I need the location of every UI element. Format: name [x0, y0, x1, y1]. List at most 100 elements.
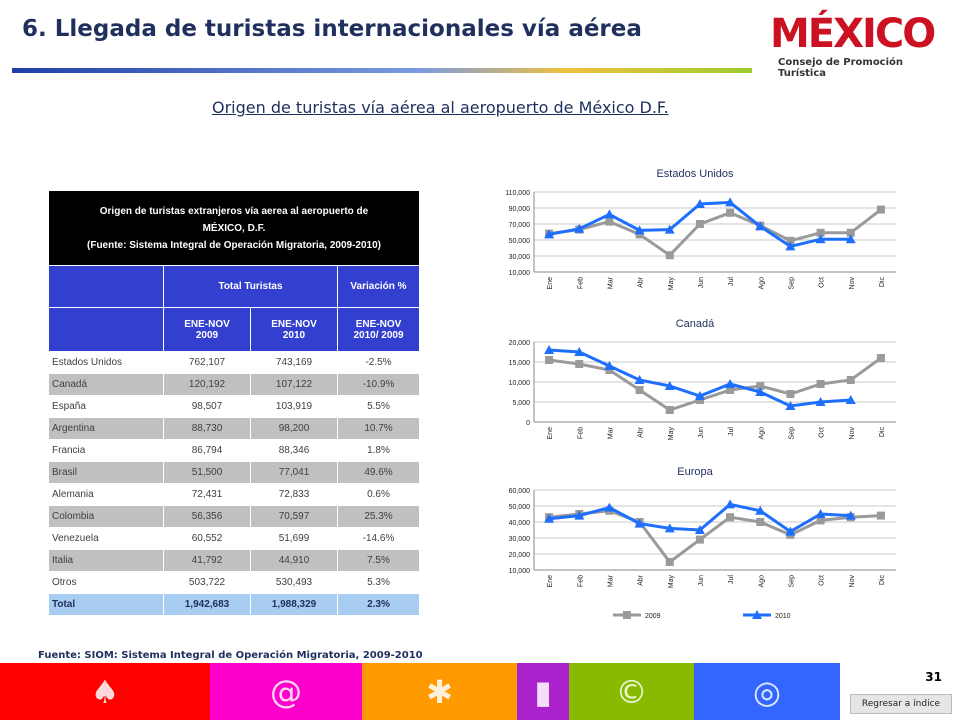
table-title-line3: (Fuente: Sistema Integral de Operación M… [87, 239, 381, 251]
x-tick-label: Abr [638, 276, 645, 288]
data-point-2009 [756, 518, 765, 526]
y-tick-label: 20,000 [509, 340, 531, 347]
data-point-2010 [815, 397, 826, 406]
x-tick-label: Dic [879, 575, 886, 586]
data-point-2009 [726, 513, 735, 522]
data-point-2009 [665, 558, 674, 566]
series-line-2009 [548, 356, 882, 412]
x-tick-label: Sep [788, 427, 795, 440]
tourism-origin-table: Origen de turistas extranjeros vía aerea… [48, 190, 420, 616]
x-tick-label: Feb [577, 427, 584, 439]
title-underline-bar [12, 68, 752, 73]
data-point-2010 [604, 209, 615, 219]
data-point-2010 [544, 513, 555, 523]
x-tick-label: Mar [607, 426, 614, 439]
x-tick-label: Dic [879, 277, 886, 288]
table-row: Francia 86,794 88,346 1.8% [48, 439, 420, 462]
header-empty [48, 265, 164, 308]
variation-cell: 0.6% [337, 483, 420, 506]
variation-cell: -10.9% [337, 373, 420, 396]
value-2009-cell: 41,792 [163, 549, 251, 572]
value-2009-cell: 60,552 [163, 527, 251, 550]
data-point-2010 [785, 401, 796, 410]
data-point-2010 [664, 224, 675, 234]
y-tick-label: 10,000 [509, 568, 531, 575]
data-point-2010 [604, 361, 615, 370]
y-tick-label: 110,000 [505, 190, 530, 197]
table-row: Argentina 88,730 98,200 10.7% [48, 417, 420, 440]
footer-color-band: ♠ @ ✱ ▮ © ◎ [0, 663, 840, 720]
variation-cell: -2.5% [337, 351, 420, 374]
data-point-2010 [785, 526, 796, 536]
table-row: Otros 503,722 530,493 5.3% [48, 571, 420, 594]
data-point-2010 [755, 387, 766, 396]
y-tick-label: 30,000 [509, 254, 531, 261]
legend-marker-2010 [752, 610, 762, 619]
value-2010-cell: 70,597 [250, 505, 338, 528]
country-cell: Venezuela [48, 527, 164, 550]
source-note: Fuente: SIOM: Sistema Integral de Operac… [38, 650, 423, 661]
chart-title: Europa [677, 466, 713, 478]
logo-wordmark: MÉXICO [770, 11, 936, 57]
x-tick-label: Feb [577, 277, 584, 289]
variation-cell: 10.7% [337, 417, 420, 440]
x-tick-label: Nov [849, 575, 856, 588]
pillar-glyph-icon: ▮ [534, 672, 552, 711]
data-point-2010 [694, 199, 705, 208]
x-tick-label: Feb [577, 575, 584, 587]
data-point-2009 [726, 386, 735, 394]
table-row: Alemania 72,431 72,833 0.6% [48, 483, 420, 506]
x-tick-label: Sep [788, 575, 795, 588]
x-tick-label: Jun [698, 575, 705, 586]
value-2010-cell: 530,493 [250, 571, 338, 594]
data-point-2009 [545, 356, 554, 364]
country-cell: España [48, 395, 164, 418]
footer-tile-orange: ✱ [362, 663, 517, 720]
x-tick-label: Nov [849, 427, 856, 440]
data-point-2010 [845, 234, 856, 244]
total-variation-cell: 2.3% [337, 593, 420, 616]
data-point-2009 [816, 380, 825, 388]
y-tick-label: 50,000 [509, 504, 531, 511]
legend-label: 2010 [775, 613, 791, 620]
value-2010-cell: 88,346 [250, 439, 338, 462]
y-tick-label: 10,000 [509, 380, 531, 387]
data-point-2010 [755, 505, 766, 515]
table-row: Estados Unidos 762,107 743,169 -2.5% [48, 351, 420, 374]
x-tick-label: Ene [547, 277, 554, 290]
y-tick-label: 90,000 [509, 206, 531, 213]
country-cell: Estados Unidos [48, 351, 164, 374]
value-2010-cell: 77,041 [250, 461, 338, 484]
variation-cell: 1.8% [337, 439, 420, 462]
data-point-2010 [755, 221, 766, 231]
data-point-2009 [876, 354, 885, 362]
data-point-2010 [544, 229, 555, 239]
data-point-2010 [544, 345, 555, 354]
data-point-2009 [846, 228, 855, 237]
x-tick-label: Ago [758, 427, 765, 440]
back-to-index-button[interactable]: Regresar a índice [850, 694, 952, 714]
legend-label: 2009 [645, 613, 661, 620]
mexico-logo: MÉXICO Consejo de Promoción Turística [770, 11, 950, 79]
table-row: Colombia 56,356 70,597 25.3% [48, 505, 420, 528]
x-tick-label: May [668, 575, 675, 589]
table-title-line1: Origen de turistas extranjeros vía aerea… [99, 205, 369, 217]
star-glyph-icon: ✱ [426, 672, 453, 711]
country-cell: Italia [48, 549, 164, 572]
x-tick-label: Jul [728, 575, 735, 584]
aztec-glyph-icon: ♠ [90, 672, 120, 711]
value-2010-cell: 51,699 [250, 527, 338, 550]
x-tick-label: Jun [698, 427, 705, 438]
data-point-2010 [694, 391, 705, 400]
subheader-variation: ENE-NOV 2010/ 2009 [337, 307, 420, 352]
subheader-2010-year: 2010 [282, 329, 306, 341]
chart-title: Estados Unidos [656, 168, 734, 180]
data-point-2010 [664, 381, 675, 390]
value-2010-cell: 44,910 [250, 549, 338, 572]
x-tick-label: Mar [607, 574, 614, 587]
table-row: Canadá 120,192 107,122 -10.9% [48, 373, 420, 396]
header-total-turistas: Total Turistas [163, 265, 338, 308]
x-tick-label: Oct [819, 277, 826, 288]
disc-glyph-icon: ◎ [753, 672, 781, 711]
data-point-2009 [816, 228, 825, 237]
